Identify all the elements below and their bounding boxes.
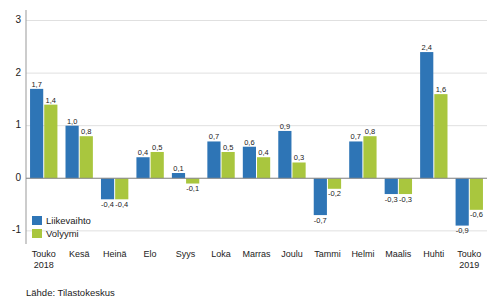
data-label: 0,7 (209, 132, 219, 141)
legend-label: Liikevaihto (46, 215, 91, 226)
data-label: 0,8 (365, 127, 375, 136)
data-label: -0,1 (186, 184, 199, 193)
data-label: 0,7 (351, 132, 361, 141)
y-axis-line (26, 10, 27, 244)
x-tick-label: Marras (242, 249, 271, 259)
legend-swatch (32, 229, 42, 238)
bar (385, 178, 398, 194)
x-tick-label: Tammi (314, 249, 341, 259)
x-tick-label: Elo (144, 249, 157, 259)
grid-line (26, 20, 487, 21)
bar (278, 131, 291, 178)
data-label: 0,3 (294, 153, 304, 162)
y-tick-label: 2 (15, 67, 21, 78)
grid-line (26, 73, 487, 74)
data-label: 2,4 (421, 43, 431, 52)
bar (456, 178, 469, 225)
data-label: 0,5 (223, 143, 233, 152)
y-tick-label: -1 (12, 224, 21, 235)
data-label: 1,6 (436, 85, 446, 94)
y-tick-label: 1 (15, 119, 21, 130)
bar (207, 141, 220, 178)
bar (172, 173, 185, 178)
grid (26, 21, 487, 231)
bar (44, 105, 57, 179)
data-label: 1,0 (67, 117, 77, 126)
data-labels: 1,7 1,0 -0,4 0,4 0,1 0,7 0,6 0,9 -0,7 0,7 -0,3 2,4 -… (31, 43, 482, 235)
data-label: 1,4 (46, 96, 56, 105)
data-label: -0,4 (115, 200, 128, 209)
x-tick-label: Syys (176, 249, 196, 259)
data-label: 1,7 (31, 80, 41, 89)
legend: Liikevaihto Volyymi (32, 215, 91, 239)
bar (186, 178, 199, 183)
bar (434, 94, 447, 178)
bar (222, 152, 235, 178)
x-tick-label: Huhti (423, 249, 444, 259)
bar (314, 178, 327, 215)
data-label: -0,3 (385, 195, 398, 204)
zero-line (26, 178, 487, 179)
bar (136, 157, 149, 178)
bar (30, 89, 43, 178)
bar (328, 178, 341, 189)
data-label: -0,6 (470, 210, 483, 219)
data-label: 0,4 (258, 148, 268, 157)
x-tick-label: Touko2019 (457, 249, 481, 270)
bar (470, 178, 483, 210)
data-label: -0,4 (101, 200, 114, 209)
bar (363, 136, 376, 178)
legend-label: Volyymi (46, 228, 79, 239)
bars (30, 52, 483, 226)
bar (80, 136, 93, 178)
chart: -1 0 1 2 3 1,7 1,0 -0,4 0,4 0,1 0,7 0,6 0,9 -0,7 0,7 -0… (0, 0, 493, 304)
data-label: 0,4 (138, 148, 148, 157)
bar (257, 157, 270, 178)
bar (420, 52, 433, 178)
bar (66, 126, 79, 179)
grid-line (26, 125, 487, 126)
y-tick-label: 0 (15, 172, 21, 183)
data-label: -0,2 (328, 189, 341, 198)
data-label: -0,7 (314, 216, 327, 225)
bar (349, 141, 362, 178)
bar (101, 178, 114, 199)
data-label: -0,9 (456, 226, 469, 235)
bar (399, 178, 412, 194)
x-tick-label: Kesä (69, 249, 90, 259)
grid-line (26, 178, 487, 179)
y-tick-label: 3 (15, 14, 21, 25)
x-tick-label: Touko2018 (32, 249, 56, 270)
data-label: 0,5 (152, 143, 162, 152)
bar (115, 178, 128, 199)
grid-line (26, 230, 487, 231)
data-label: 0,8 (81, 127, 91, 136)
data-label: -0,3 (399, 195, 412, 204)
x-tick-label: Joulu (281, 249, 303, 259)
data-label: 0,9 (280, 122, 290, 131)
x-tick-label: Heinä (103, 249, 127, 259)
bar (292, 162, 305, 178)
legend-swatch (32, 216, 42, 225)
x-tick-label: Maalis (385, 249, 412, 259)
data-label: 0,1 (173, 164, 183, 173)
bar (243, 147, 256, 179)
data-label: 0,6 (244, 138, 254, 147)
source-note: Lähde: Tilastokeskus (26, 287, 115, 298)
bar (151, 152, 164, 178)
x-tick-label: Helmi (351, 249, 374, 259)
x-tick-label: Loka (211, 249, 231, 259)
